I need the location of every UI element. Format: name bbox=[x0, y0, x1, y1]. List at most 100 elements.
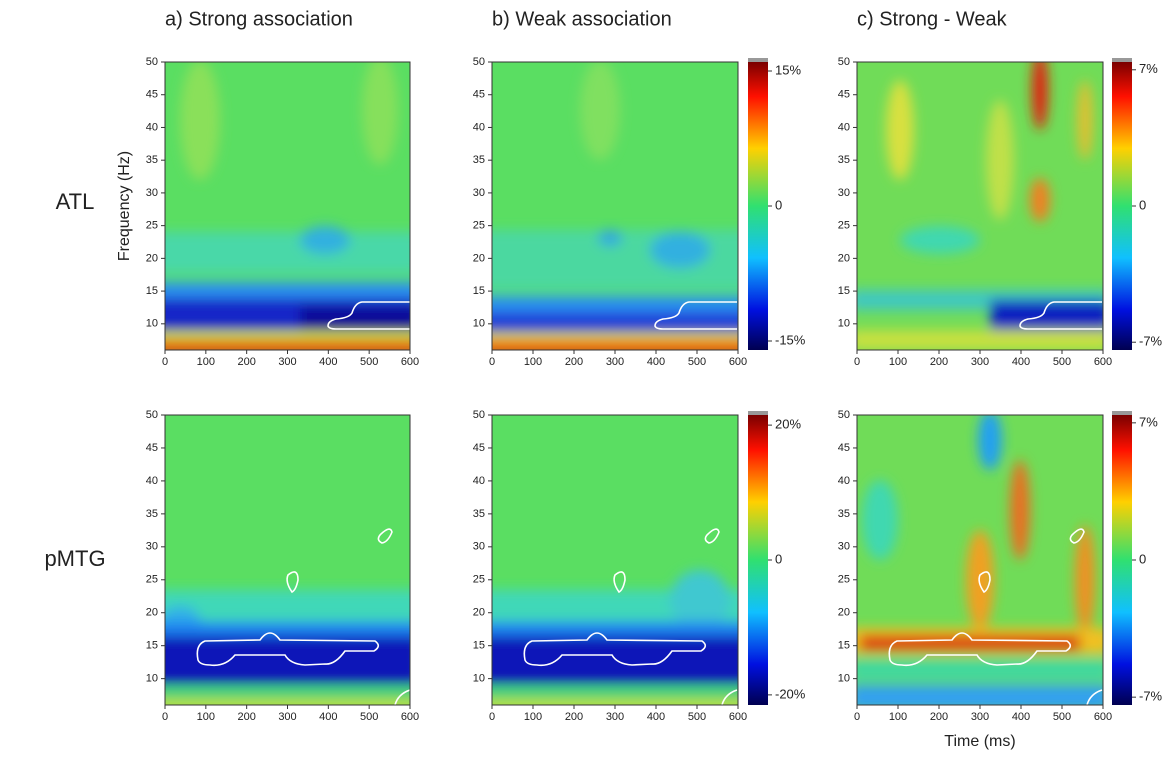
y-tick-label: 40 bbox=[838, 475, 850, 487]
x-tick-label: 200 bbox=[237, 356, 255, 368]
y-tick-label: 10 bbox=[838, 318, 850, 330]
colorbar-cap bbox=[1112, 411, 1132, 415]
x-tick-label: 500 bbox=[1053, 356, 1071, 368]
y-tick-label: 35 bbox=[473, 508, 485, 520]
heatmap bbox=[165, 62, 410, 350]
colorbar-tick-label: 0 bbox=[775, 197, 782, 212]
y-tick-label: 35 bbox=[146, 154, 158, 166]
colorbar-tick-label: 7% bbox=[1139, 414, 1158, 429]
y-tick-label: 40 bbox=[473, 121, 485, 133]
colorbar-tick-label: -15% bbox=[775, 332, 806, 347]
colorbar-tick-label: 7% bbox=[1139, 61, 1158, 76]
x-tick-label: 400 bbox=[1012, 711, 1030, 723]
x-tick-label: 200 bbox=[565, 356, 583, 368]
colorbar-tick-label: 20% bbox=[775, 417, 801, 432]
x-tick-label: 0 bbox=[489, 356, 495, 368]
x-tick-label: 0 bbox=[162, 356, 168, 368]
x-tick-label: 300 bbox=[278, 356, 296, 368]
colorbar bbox=[1112, 415, 1132, 705]
panel-title: c) Strong - Weak bbox=[857, 8, 1008, 30]
x-tick-label: 100 bbox=[197, 356, 215, 368]
y-tick-label: 25 bbox=[473, 574, 485, 586]
y-tick-label: 45 bbox=[146, 89, 158, 101]
y-tick-label: 30 bbox=[146, 541, 158, 553]
colorbar bbox=[1112, 62, 1132, 350]
x-tick-label: 100 bbox=[889, 356, 907, 368]
y-tick-label: 20 bbox=[838, 252, 850, 264]
colorbar-tick-label: 0 bbox=[775, 551, 782, 566]
row-label: pMTG bbox=[44, 546, 105, 571]
x-tick-label: 100 bbox=[889, 711, 907, 723]
x-tick-label: 500 bbox=[1053, 711, 1071, 723]
y-tick-label: 15 bbox=[473, 640, 485, 652]
y-tick-label: 30 bbox=[838, 187, 850, 199]
x-axis-label: Time (ms) bbox=[944, 733, 1015, 750]
row-label: ATL bbox=[56, 189, 95, 214]
y-tick-label: 20 bbox=[473, 607, 485, 619]
x-tick-label: 400 bbox=[319, 356, 337, 368]
x-tick-label: 600 bbox=[401, 711, 419, 723]
y-tick-label: 30 bbox=[838, 541, 850, 553]
x-tick-label: 300 bbox=[606, 711, 624, 723]
x-tick-label: 600 bbox=[1094, 356, 1112, 368]
y-tick-label: 45 bbox=[838, 442, 850, 454]
colorbar bbox=[748, 62, 768, 350]
x-tick-label: 100 bbox=[524, 356, 542, 368]
y-tick-label: 10 bbox=[838, 673, 850, 685]
colorbar-tick-label: -20% bbox=[775, 686, 806, 701]
y-tick-label: 25 bbox=[146, 220, 158, 232]
y-tick-label: 35 bbox=[473, 154, 485, 166]
y-axis-label: Frequency (Hz) bbox=[116, 151, 133, 261]
y-tick-label: 15 bbox=[146, 640, 158, 652]
y-tick-label: 50 bbox=[838, 409, 850, 421]
panel-title: b) Weak association bbox=[492, 8, 672, 30]
y-tick-label: 15 bbox=[838, 640, 850, 652]
y-tick-label: 10 bbox=[473, 318, 485, 330]
x-tick-label: 300 bbox=[971, 711, 989, 723]
colorbar-cap bbox=[748, 411, 768, 415]
y-tick-label: 50 bbox=[146, 56, 158, 68]
y-tick-label: 50 bbox=[473, 56, 485, 68]
x-tick-label: 400 bbox=[647, 356, 665, 368]
y-tick-label: 15 bbox=[473, 285, 485, 297]
colorbar-cap bbox=[748, 58, 768, 62]
y-tick-label: 10 bbox=[146, 673, 158, 685]
y-tick-label: 40 bbox=[838, 121, 850, 133]
x-tick-label: 200 bbox=[565, 711, 583, 723]
x-tick-label: 100 bbox=[524, 711, 542, 723]
y-tick-label: 35 bbox=[838, 508, 850, 520]
heatmap bbox=[857, 415, 1103, 705]
y-tick-label: 30 bbox=[473, 541, 485, 553]
y-tick-label: 25 bbox=[838, 574, 850, 586]
x-tick-label: 400 bbox=[647, 711, 665, 723]
x-tick-label: 0 bbox=[162, 711, 168, 723]
x-tick-label: 400 bbox=[319, 711, 337, 723]
x-tick-label: 200 bbox=[930, 356, 948, 368]
y-tick-label: 25 bbox=[146, 574, 158, 586]
y-tick-label: 40 bbox=[146, 475, 158, 487]
x-tick-label: 500 bbox=[360, 711, 378, 723]
heatmap bbox=[165, 415, 410, 705]
x-tick-label: 300 bbox=[278, 711, 296, 723]
y-tick-label: 35 bbox=[838, 154, 850, 166]
x-tick-label: 200 bbox=[930, 711, 948, 723]
y-tick-label: 45 bbox=[146, 442, 158, 454]
y-tick-label: 40 bbox=[473, 475, 485, 487]
colorbar-cap bbox=[1112, 58, 1132, 62]
colorbar-tick-label: 15% bbox=[775, 62, 801, 77]
y-tick-label: 10 bbox=[473, 673, 485, 685]
colorbar-tick-label: -7% bbox=[1139, 334, 1163, 349]
y-tick-label: 25 bbox=[473, 220, 485, 232]
y-tick-label: 50 bbox=[146, 409, 158, 421]
y-tick-label: 45 bbox=[473, 442, 485, 454]
x-tick-label: 500 bbox=[688, 356, 706, 368]
y-tick-label: 30 bbox=[473, 187, 485, 199]
y-tick-label: 35 bbox=[146, 508, 158, 520]
x-tick-label: 500 bbox=[688, 711, 706, 723]
y-tick-label: 20 bbox=[146, 607, 158, 619]
colorbar bbox=[748, 415, 768, 705]
x-tick-label: 600 bbox=[729, 711, 747, 723]
y-tick-label: 50 bbox=[838, 56, 850, 68]
x-tick-label: 0 bbox=[854, 356, 860, 368]
x-tick-label: 600 bbox=[1094, 711, 1112, 723]
